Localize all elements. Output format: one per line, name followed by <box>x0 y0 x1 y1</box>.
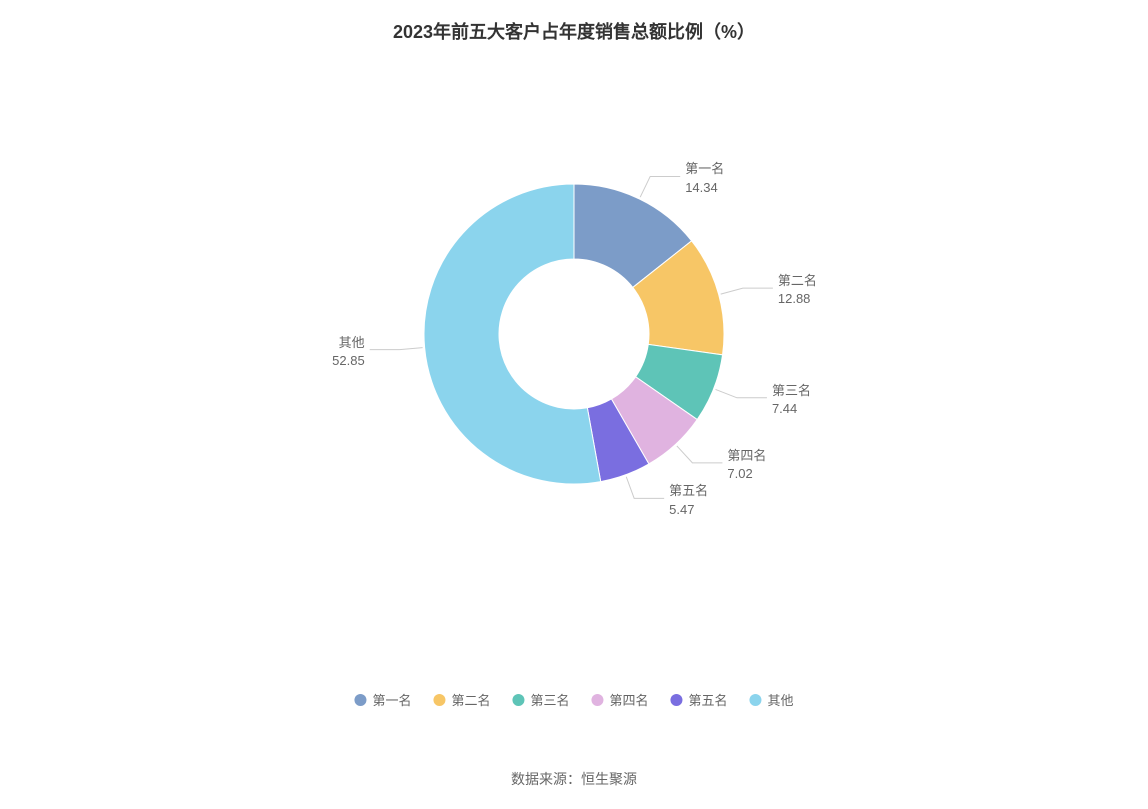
data-source: 数据来源：恒生聚源 <box>511 769 637 789</box>
slice-label-value: 52.85 <box>332 352 365 370</box>
legend-item[interactable]: 第一名 <box>354 690 411 709</box>
legend-label: 第五名 <box>689 690 728 709</box>
leader-line <box>626 477 664 499</box>
donut-slice[interactable] <box>424 184 601 484</box>
legend-label: 第一名 <box>372 690 411 709</box>
slice-label: 第三名7.44 <box>772 382 811 418</box>
slice-label-value: 14.34 <box>685 179 724 197</box>
donut-chart <box>224 54 924 614</box>
slice-label-value: 7.02 <box>727 465 766 483</box>
legend-marker <box>750 694 762 706</box>
chart-title: 2023年前五大客户占年度销售总额比例（%） <box>0 0 1148 54</box>
chart-container: 第一名14.34第二名12.88第三名7.44第四名7.02第五名5.47其他5… <box>0 54 1148 614</box>
leader-line <box>677 446 723 463</box>
slice-label: 第五名5.47 <box>669 482 708 518</box>
legend-marker <box>671 694 683 706</box>
legend-marker <box>512 694 524 706</box>
leader-line <box>716 389 767 397</box>
legend-marker <box>433 694 445 706</box>
leader-line <box>640 176 680 197</box>
legend-label: 第二名 <box>451 690 490 709</box>
slice-label: 其他52.85 <box>332 334 365 370</box>
slice-label-value: 5.47 <box>669 501 708 519</box>
legend-item[interactable]: 其他 <box>750 690 794 709</box>
slice-label-value: 7.44 <box>772 400 811 418</box>
legend-item[interactable]: 第二名 <box>433 690 490 709</box>
legend-label: 第四名 <box>610 690 649 709</box>
slice-label-name: 第一名 <box>685 160 724 178</box>
slice-label-name: 第四名 <box>727 447 766 465</box>
legend-marker <box>592 694 604 706</box>
leader-line <box>721 288 773 294</box>
legend-item[interactable]: 第五名 <box>671 690 728 709</box>
legend-label: 其他 <box>768 690 794 709</box>
slice-label-name: 其他 <box>332 334 365 352</box>
legend-label: 第三名 <box>530 690 569 709</box>
slice-label: 第一名14.34 <box>685 160 724 196</box>
legend-item[interactable]: 第四名 <box>592 690 649 709</box>
slice-label-name: 第三名 <box>772 382 811 400</box>
slice-label-name: 第二名 <box>778 272 817 290</box>
slice-label-name: 第五名 <box>669 482 708 500</box>
slice-label: 第四名7.02 <box>727 447 766 483</box>
leader-line <box>370 348 423 350</box>
slice-label: 第二名12.88 <box>778 272 817 308</box>
legend-marker <box>354 694 366 706</box>
legend-item[interactable]: 第三名 <box>512 690 569 709</box>
slice-label-value: 12.88 <box>778 290 817 308</box>
legend: 第一名 第二名 第三名 第四名 第五名 其他 <box>354 690 793 709</box>
